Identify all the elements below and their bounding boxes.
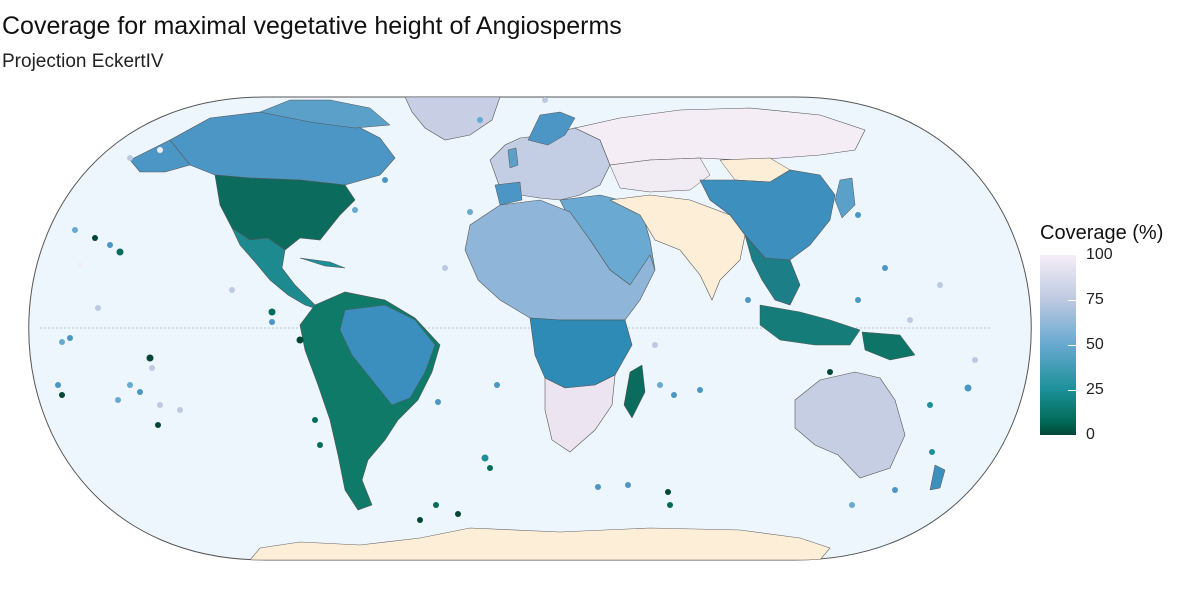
legend-tickmark — [1068, 300, 1076, 301]
legend-tick-0: 0 — [1086, 426, 1095, 443]
legend-tick-50: 50 — [1086, 336, 1104, 353]
legend-tick-100: 100 — [1086, 246, 1113, 263]
africa-north — [464, 199, 656, 321]
legend-title: Coverage (%) — [1040, 222, 1164, 244]
new-zealand — [929, 464, 946, 491]
africa-south — [544, 374, 616, 453]
legend-tickmark — [1068, 345, 1076, 346]
cuba — [299, 257, 346, 269]
antarctica — [249, 527, 831, 560]
map-subtitle: Projection EckertIV — [2, 51, 164, 72]
madagascar — [623, 364, 646, 419]
kazakhstan — [609, 157, 711, 193]
indonesia — [759, 304, 861, 346]
australia — [794, 371, 906, 479]
new-guinea — [861, 331, 916, 361]
legend-tick-75: 75 — [1086, 291, 1104, 308]
map-title: Coverage for maximal vegetative height o… — [2, 12, 622, 40]
scandinavia — [527, 111, 576, 146]
china — [699, 169, 836, 261]
brazil — [339, 304, 436, 406]
island-dots — [55, 97, 978, 523]
arctic-islands — [259, 99, 391, 129]
japan — [834, 177, 856, 219]
iberia — [494, 181, 523, 206]
southeast-asia — [744, 234, 801, 306]
alaska — [129, 139, 191, 173]
greenland — [404, 97, 501, 141]
south-asia — [608, 194, 746, 301]
legend-tickmark — [1068, 390, 1076, 391]
uk — [507, 147, 519, 169]
legend-tick-25: 25 — [1086, 381, 1104, 398]
